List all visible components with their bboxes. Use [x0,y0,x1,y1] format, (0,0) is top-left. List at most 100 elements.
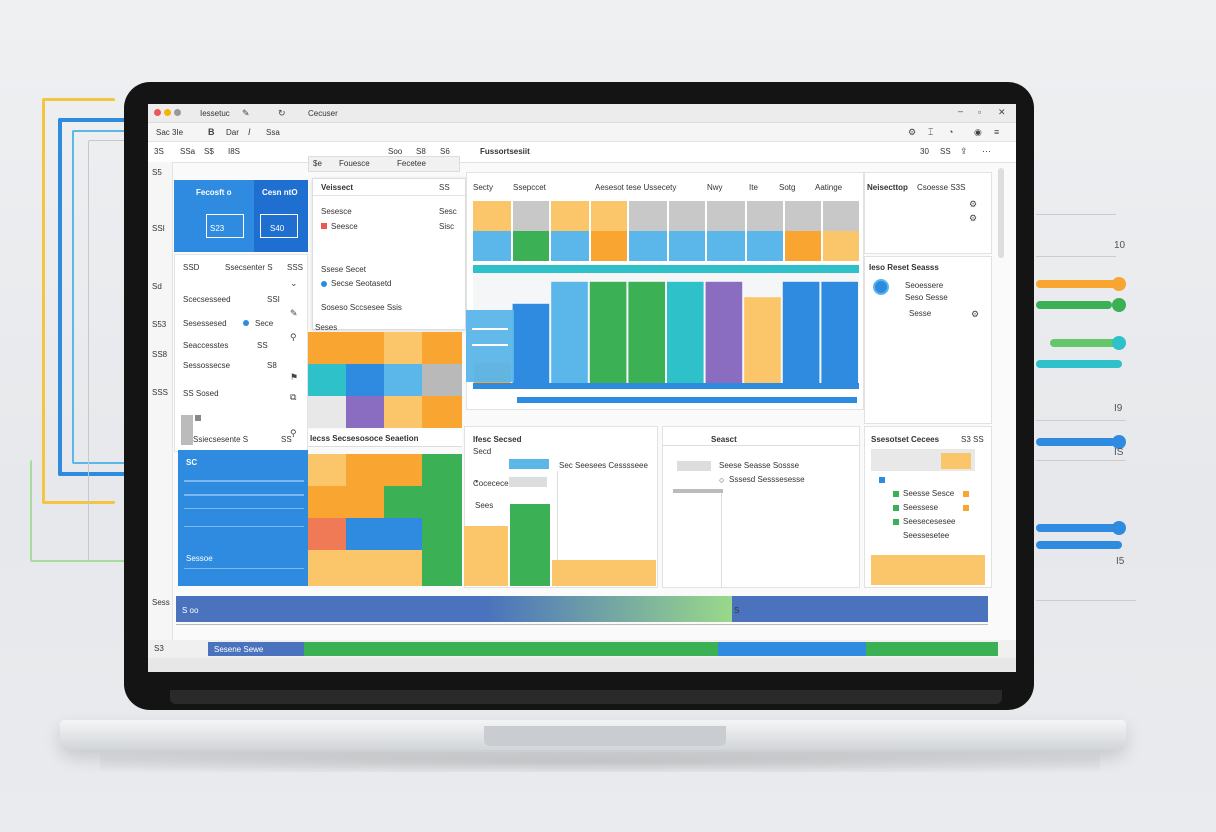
bottom-right-bar[interactable] [871,555,985,585]
grid-cell[interactable] [346,364,384,396]
grid-cell[interactable] [384,396,422,428]
grid-cell[interactable] [422,396,462,428]
ribbon-item-3[interactable]: S6 [440,147,450,156]
bottom-panel-2-slider[interactable] [673,489,723,493]
checkbox-icon[interactable] [963,505,969,511]
toolbar-item-1[interactable]: Sac 3Ie [156,128,184,137]
tile[interactable] [785,231,821,261]
find-label[interactable]: Fussortsesiit [480,147,530,156]
grid-cell[interactable] [384,364,422,396]
copy-icon[interactable]: ⧉ [290,392,297,402]
filter-icon[interactable]: ⚙ [969,199,978,209]
list-item[interactable]: Ssiecsesente S SS [189,433,299,447]
edit-icon[interactable]: ✎ [290,308,298,318]
left-header-block-2[interactable]: Cesn ntO S40 [254,180,308,252]
bottom-panel-2-chip[interactable] [677,461,711,471]
bottom-panel-1-field[interactable] [509,477,547,487]
timeline-gradient[interactable] [488,596,732,622]
checkbox-icon[interactable] [893,505,899,511]
popup-option-1[interactable]: Sesesce [321,207,352,216]
chart-side-box[interactable] [466,310,514,382]
menu-icon[interactable]: ≡ [994,127,1000,137]
grid-cell[interactable] [422,486,462,518]
grid-cell[interactable] [346,550,384,586]
status-track-blue[interactable]: Sesene Sewe [208,642,304,656]
bold-icon[interactable]: B [208,127,215,137]
list-item[interactable]: Seaccesstes SS [179,339,303,353]
tile[interactable] [823,201,859,231]
grid-cell[interactable] [422,550,462,586]
grid-cell[interactable] [346,518,384,550]
ribbon-right-2[interactable]: SS [940,147,951,156]
cursor-icon[interactable]: ⌶ [928,127,934,137]
grid-cell[interactable] [346,332,384,364]
grid-cell[interactable] [308,518,346,550]
list-item[interactable]: Sessossecse S8 [179,359,303,373]
grid-cell[interactable] [422,364,462,396]
tile[interactable] [473,201,511,231]
pie-icon[interactable]: ◔ [473,477,479,487]
sub-tab-3[interactable]: Fecetee [397,159,426,168]
popup-option-2[interactable]: Seesce [331,222,358,231]
grid-cell[interactable] [308,454,346,486]
tile[interactable] [513,231,549,261]
bar-c4[interactable] [589,281,627,383]
grid-cell[interactable] [346,486,384,518]
grid-cell[interactable] [422,454,462,486]
cloud-icon[interactable] [873,279,889,295]
ribbon-tab-3[interactable]: S$ [204,147,214,156]
search-icon[interactable]: ⚲ [290,428,297,438]
ribbon-tab-1[interactable]: 3S [154,147,164,156]
link-icon[interactable]: ⚲ [290,332,297,342]
tile[interactable] [551,201,589,231]
status-track-blue-2[interactable] [718,642,866,656]
close-icon[interactable]: ✕ [998,107,1006,117]
grid-cell[interactable] [384,486,422,518]
sub-tab-2[interactable]: Fouesce [339,159,370,168]
tile[interactable] [473,231,511,261]
pencil-icon[interactable]: ✎ [242,108,250,118]
min-dot-icon[interactable] [164,109,171,116]
grid-cell[interactable] [422,332,462,364]
restore-icon[interactable]: ▫ [978,107,982,117]
tile[interactable] [785,201,821,231]
sub-tab-1[interactable]: $e [313,159,322,168]
filter-icon-2[interactable]: ⚙ [969,213,978,223]
tile[interactable] [629,231,667,261]
grid-cell[interactable] [308,332,346,364]
bar-c10[interactable] [821,281,858,383]
tile[interactable] [823,231,859,261]
bar-c6[interactable] [667,281,704,383]
settings-small-icon[interactable]: ⚙ [971,309,980,319]
vertical-scrollbar[interactable] [998,168,1004,258]
checkbox-icon[interactable] [893,519,899,525]
tile[interactable] [707,201,745,231]
grid-cell[interactable] [384,518,422,550]
bar-c2[interactable] [512,303,550,383]
list-item[interactable]: SS Sosed [179,387,303,401]
close-dot-icon[interactable] [154,109,161,116]
ribbon-right-1[interactable]: 30 [920,147,929,156]
ribbon-tab-4[interactable]: I8S [228,147,241,156]
chevron-icon[interactable]: ⌄ [290,278,298,288]
tile[interactable] [747,231,783,261]
bar-c7[interactable] [705,281,743,383]
grid-cell[interactable] [308,396,346,428]
left-blue-block[interactable]: SC Sessoe [178,450,308,586]
bottom-panel-1-input[interactable] [509,459,549,469]
ribbon-item-1[interactable]: Soo [388,147,403,156]
user-icon[interactable]: ◉ [974,127,982,137]
status-track-green[interactable] [304,642,718,656]
checkbox-icon[interactable] [879,477,885,483]
popup-radio-label[interactable]: Secse Seotasetd [331,279,392,288]
checkbox-icon[interactable] [893,491,899,497]
ribbon-tab-2[interactable]: SSa [180,147,196,156]
grid-cell[interactable] [308,550,346,586]
tile[interactable] [591,201,627,231]
circle-icon[interactable]: ○ [719,475,725,485]
checkbox-icon[interactable] [321,223,327,229]
bar-c9[interactable] [782,281,820,383]
toolbar-item-2[interactable]: Dar [226,128,239,137]
sync-icon[interactable]: ↻ [278,108,286,118]
bell-icon[interactable]: ◔ [948,127,954,137]
